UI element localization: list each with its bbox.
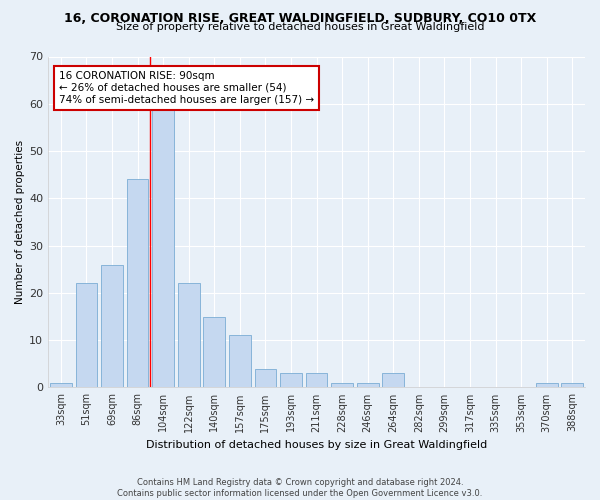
Bar [306,373,328,388]
Bar [101,264,123,388]
Text: 16 CORONATION RISE: 90sqm
← 26% of detached houses are smaller (54)
74% of semi-: 16 CORONATION RISE: 90sqm ← 26% of detac… [59,72,314,104]
Bar [331,382,353,388]
Bar [229,336,251,388]
X-axis label: Distribution of detached houses by size in Great Waldingfield: Distribution of detached houses by size … [146,440,487,450]
Bar [152,108,174,388]
Bar [50,382,72,388]
Bar [562,382,583,388]
Bar [127,180,148,388]
Text: Size of property relative to detached houses in Great Waldingfield: Size of property relative to detached ho… [116,22,484,32]
Y-axis label: Number of detached properties: Number of detached properties [15,140,25,304]
Bar [357,382,379,388]
Bar [203,316,225,388]
Bar [536,382,557,388]
Text: Contains HM Land Registry data © Crown copyright and database right 2024.
Contai: Contains HM Land Registry data © Crown c… [118,478,482,498]
Bar [76,284,97,388]
Bar [280,373,302,388]
Bar [254,368,277,388]
Text: 16, CORONATION RISE, GREAT WALDINGFIELD, SUDBURY, CO10 0TX: 16, CORONATION RISE, GREAT WALDINGFIELD,… [64,12,536,26]
Bar [382,373,404,388]
Bar [178,284,200,388]
